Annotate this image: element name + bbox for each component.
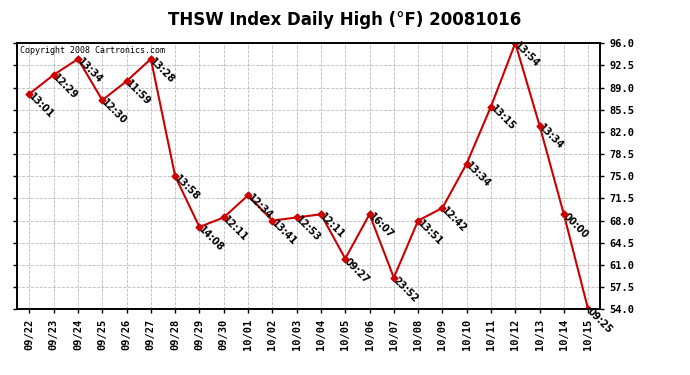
Text: 13:51: 13:51 [415,218,444,247]
Point [48,72,59,78]
Point [388,274,400,280]
Point [72,56,83,62]
Text: 12:42: 12:42 [440,205,469,234]
Text: 13:58: 13:58 [172,174,201,202]
Text: 13:28: 13:28 [148,56,177,85]
Point [486,104,497,110]
Point [218,214,229,220]
Text: 13:15: 13:15 [488,104,517,133]
Text: Copyright 2008 Cartronics.com: Copyright 2008 Cartronics.com [20,46,165,55]
Text: 00:00: 00:00 [561,211,590,240]
Point [194,224,205,230]
Text: 09:27: 09:27 [342,256,371,285]
Text: 12:30: 12:30 [99,98,128,126]
Text: 13:41: 13:41 [269,218,298,247]
Point [339,256,351,262]
Point [146,56,157,62]
Text: 13:34: 13:34 [537,123,566,152]
Point [170,173,181,179]
Point [461,160,472,166]
Text: 12:34: 12:34 [245,192,274,222]
Text: 13:34: 13:34 [75,56,104,85]
Point [242,192,253,198]
Point [97,97,108,103]
Point [364,211,375,217]
Point [510,40,521,46]
Point [413,217,424,223]
Point [582,306,593,312]
Text: 12:53: 12:53 [294,214,323,244]
Text: 14:08: 14:08 [197,224,226,253]
Point [291,214,302,220]
Point [534,123,545,129]
Text: 12:29: 12:29 [51,72,80,101]
Point [24,91,35,97]
Text: 13:01: 13:01 [26,91,55,120]
Point [121,78,132,84]
Point [315,211,326,217]
Point [437,205,448,211]
Text: 23:52: 23:52 [391,275,420,304]
Text: 13:54: 13:54 [513,40,542,69]
Text: 16:07: 16:07 [366,211,395,240]
Text: 09:25: 09:25 [585,307,614,336]
Text: 12:11: 12:11 [221,214,250,244]
Text: 13:34: 13:34 [464,161,493,190]
Text: 11:59: 11:59 [124,78,152,107]
Text: 12:11: 12:11 [318,211,347,240]
Point [558,211,569,217]
Text: THSW Index Daily High (°F) 20081016: THSW Index Daily High (°F) 20081016 [168,11,522,29]
Point [267,217,278,223]
